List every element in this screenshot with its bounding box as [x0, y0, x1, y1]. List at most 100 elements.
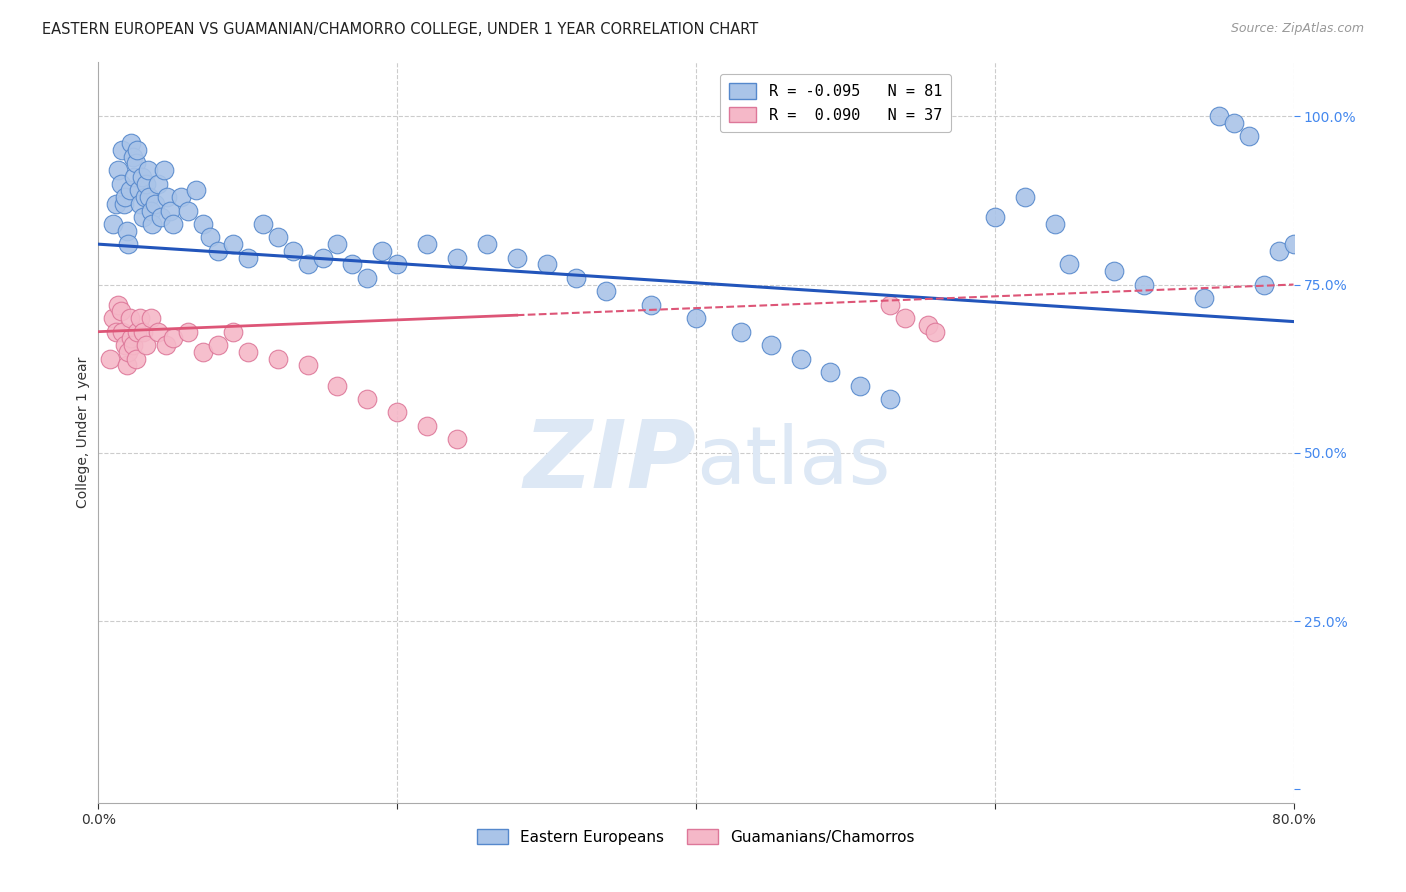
Point — [252, 217, 274, 231]
Point — [984, 211, 1007, 225]
Point — [134, 190, 156, 204]
Point — [640, 298, 662, 312]
Point — [115, 359, 138, 373]
Point — [1104, 264, 1126, 278]
Point — [103, 311, 125, 326]
Point — [121, 338, 143, 352]
Point — [143, 196, 166, 211]
Point — [267, 230, 290, 244]
Point — [98, 351, 122, 366]
Point — [820, 365, 842, 379]
Point — [111, 143, 134, 157]
Point — [222, 237, 245, 252]
Point — [849, 378, 872, 392]
Point — [536, 257, 558, 271]
Point — [139, 203, 162, 218]
Point — [162, 217, 184, 231]
Point — [153, 163, 176, 178]
Point — [125, 351, 148, 366]
Point — [222, 325, 245, 339]
Point — [127, 143, 149, 157]
Point — [169, 190, 191, 204]
Point — [128, 183, 150, 197]
Point — [924, 325, 946, 339]
Point — [107, 298, 129, 312]
Point — [191, 344, 214, 359]
Point — [159, 203, 181, 218]
Point — [162, 331, 184, 345]
Point — [789, 351, 811, 366]
Point — [150, 211, 173, 225]
Point — [1208, 109, 1230, 123]
Point — [136, 163, 159, 178]
Point — [297, 257, 319, 271]
Point — [565, 270, 588, 285]
Point — [1192, 291, 1215, 305]
Point — [236, 344, 259, 359]
Point — [297, 359, 319, 373]
Point — [112, 196, 135, 211]
Point — [446, 433, 468, 447]
Point — [879, 392, 901, 406]
Point — [1043, 217, 1066, 231]
Y-axis label: College, Under 1 year: College, Under 1 year — [76, 357, 90, 508]
Point — [117, 237, 139, 252]
Point — [267, 351, 290, 366]
Point — [356, 392, 378, 406]
Point — [125, 156, 148, 170]
Point — [148, 325, 170, 339]
Point — [177, 203, 200, 218]
Point — [311, 251, 333, 265]
Point — [595, 285, 617, 299]
Point — [105, 196, 128, 211]
Point — [132, 325, 155, 339]
Point — [207, 244, 229, 258]
Point — [281, 244, 304, 258]
Point — [184, 183, 207, 197]
Point — [127, 325, 149, 339]
Point — [191, 217, 214, 231]
Point — [1253, 277, 1275, 292]
Point — [107, 163, 129, 178]
Point — [385, 257, 409, 271]
Point — [326, 378, 349, 392]
Point — [114, 190, 136, 204]
Point — [135, 177, 157, 191]
Point — [894, 311, 917, 326]
Point — [139, 311, 162, 326]
Point — [326, 237, 349, 252]
Point — [1014, 190, 1036, 204]
Point — [879, 298, 901, 312]
Text: atlas: atlas — [696, 423, 890, 501]
Point — [342, 257, 364, 271]
Point — [135, 338, 157, 352]
Point — [120, 331, 142, 345]
Point — [138, 190, 160, 204]
Point — [120, 136, 142, 151]
Text: Source: ZipAtlas.com: Source: ZipAtlas.com — [1230, 22, 1364, 36]
Point — [129, 196, 152, 211]
Point — [685, 311, 707, 326]
Point — [1327, 634, 1350, 648]
Point — [115, 224, 138, 238]
Point — [129, 311, 152, 326]
Legend: Eastern Europeans, Guamanians/Chamorros: Eastern Europeans, Guamanians/Chamorros — [471, 822, 921, 851]
Point — [110, 304, 132, 318]
Point — [105, 325, 128, 339]
Point — [118, 183, 141, 197]
Point — [110, 177, 132, 191]
Point — [132, 211, 155, 225]
Point — [446, 251, 468, 265]
Text: ZIP: ZIP — [523, 417, 696, 508]
Point — [114, 338, 136, 352]
Point — [917, 318, 939, 332]
Point — [131, 169, 153, 184]
Point — [156, 190, 179, 204]
Point — [416, 418, 439, 433]
Point — [416, 237, 439, 252]
Point — [1298, 230, 1320, 244]
Point — [200, 230, 222, 244]
Point — [1282, 237, 1305, 252]
Text: EASTERN EUROPEAN VS GUAMANIAN/CHAMORRO COLLEGE, UNDER 1 YEAR CORRELATION CHART: EASTERN EUROPEAN VS GUAMANIAN/CHAMORRO C… — [42, 22, 758, 37]
Point — [111, 325, 134, 339]
